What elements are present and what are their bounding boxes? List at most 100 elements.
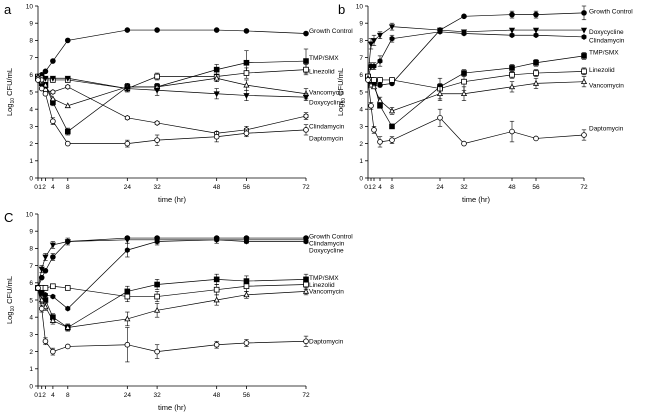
data-point — [376, 32, 384, 39]
data-point — [42, 338, 49, 345]
data-point — [365, 77, 371, 83]
y-tick-label: 10 — [26, 211, 34, 218]
data-point — [154, 27, 160, 33]
y-axis-title: Log10 CFU/mL — [336, 68, 347, 116]
data-point — [508, 83, 516, 90]
series-growth-control — [35, 235, 309, 291]
data-point — [38, 305, 45, 312]
data-point — [243, 130, 250, 137]
y-tick-label: 9 — [29, 21, 33, 28]
data-point — [461, 30, 467, 37]
series-label-doxycycline: Doxycycline — [589, 29, 624, 36]
series-growth-control — [365, 5, 587, 88]
data-point — [50, 283, 56, 290]
data-point — [532, 27, 540, 34]
series-linezolid — [35, 64, 309, 92]
data-point — [42, 75, 49, 82]
data-point — [50, 348, 56, 355]
y-tick-label: 1 — [29, 158, 33, 165]
y-tick-label: 2 — [359, 141, 363, 148]
data-point — [533, 70, 539, 76]
x-axis-title: time (hr) — [462, 195, 490, 204]
data-point — [580, 27, 588, 34]
data-point — [65, 83, 71, 90]
x-tick-label: 48 — [213, 392, 221, 399]
data-point — [303, 58, 309, 64]
data-point — [371, 63, 377, 70]
data-point — [303, 281, 309, 288]
x-tick-label: 48 — [213, 184, 221, 191]
y-tick-label: 8 — [359, 38, 363, 45]
data-point — [509, 32, 515, 39]
data-point — [303, 30, 309, 37]
data-point — [371, 127, 377, 133]
x-tick-label: 2 — [42, 392, 46, 399]
data-point — [389, 35, 395, 42]
series-label-doxycycline: Doxycycline — [309, 247, 344, 254]
series-clindamycin — [365, 28, 587, 82]
y-tick-label: 10 — [356, 3, 364, 10]
y-tick-label: 0 — [359, 175, 363, 182]
y-axis-title-log: Log — [336, 104, 345, 117]
y-axis-title-unit: CFU/mL — [336, 68, 345, 98]
x-axis-title: time (hr) — [158, 195, 186, 204]
x-axis-title: time (hr) — [158, 403, 186, 412]
x-tick-label: 72 — [302, 392, 310, 399]
y-axis-title-unit: CFU/mL — [5, 68, 14, 98]
data-point — [65, 305, 71, 312]
data-point — [302, 287, 310, 294]
y-axis-title: Log10 CFU/mL — [5, 68, 16, 116]
data-point — [303, 66, 309, 73]
data-point — [437, 28, 443, 35]
data-point — [38, 85, 45, 92]
data-point — [436, 90, 444, 97]
data-point — [42, 68, 49, 75]
data-point — [35, 77, 41, 83]
data-point — [213, 296, 220, 303]
series-line — [37, 287, 307, 353]
x-tick-label: 24 — [436, 184, 444, 191]
data-point — [42, 90, 49, 97]
data-point — [533, 32, 539, 39]
series-label-vancomycin: Vancomycin — [589, 82, 624, 89]
data-point — [213, 276, 220, 283]
data-point — [38, 266, 45, 273]
series-line — [367, 79, 585, 144]
x-tick-label: 32 — [153, 184, 161, 191]
y-tick-label: 3 — [29, 124, 33, 131]
data-point — [64, 37, 71, 44]
x-tick-label: 32 — [153, 392, 161, 399]
y-tick-label: 8 — [29, 38, 33, 45]
data-point — [303, 127, 309, 133]
data-point — [213, 286, 220, 293]
data-point — [243, 340, 250, 346]
data-point — [243, 291, 250, 298]
y-tick-label: 9 — [359, 21, 363, 28]
x-tick-label: 4 — [51, 392, 55, 399]
panel-letter: a — [4, 2, 12, 17]
y-axis-title-sub: 10 — [341, 98, 347, 104]
series-vancomycin — [34, 73, 310, 109]
y-tick-label: 8 — [29, 246, 33, 253]
series-doxycycline — [35, 236, 309, 312]
series-daptomycin — [365, 77, 587, 148]
data-point — [49, 242, 56, 249]
y-tick-label: 3 — [29, 332, 33, 339]
series-label-clindamycin: Clindamycin — [309, 241, 345, 248]
data-point — [389, 77, 395, 83]
y-tick-label: 0 — [29, 175, 33, 182]
data-point — [124, 27, 131, 33]
y-tick-label: 4 — [359, 107, 363, 114]
series-label-vancomycin: Vancomycin — [309, 289, 344, 296]
series-label-linezolid: Linezolid — [309, 282, 335, 289]
series-tmp-smx — [35, 48, 309, 136]
data-point — [64, 324, 71, 330]
data-point — [124, 86, 131, 93]
x-tick-label: 24 — [124, 392, 132, 399]
x-tick-label: 2 — [372, 184, 376, 191]
data-point — [580, 78, 588, 84]
y-tick-label: 7 — [359, 55, 363, 62]
